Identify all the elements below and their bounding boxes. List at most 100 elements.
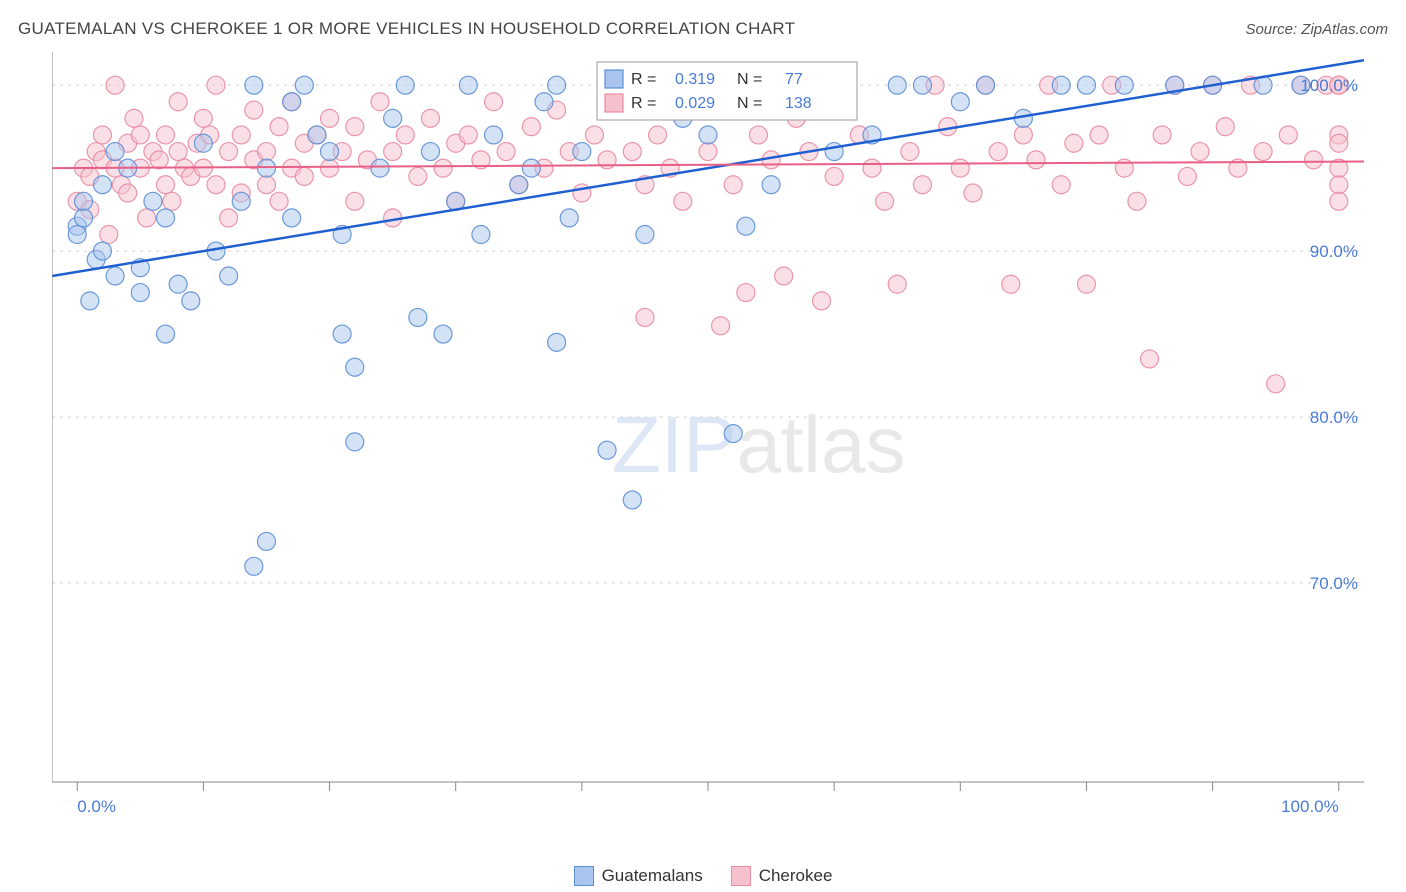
legend-stat-row: R = — [631, 95, 656, 112]
scatter-point — [194, 134, 212, 152]
scatter-point — [396, 76, 414, 94]
scatter-point — [1115, 76, 1133, 94]
scatter-point — [396, 126, 414, 144]
scatter-point — [257, 176, 275, 194]
scatter-point — [913, 176, 931, 194]
scatter-point — [125, 109, 143, 127]
scatter-point — [560, 209, 578, 227]
scatter-point — [169, 275, 187, 293]
scatter-point — [573, 143, 591, 161]
scatter-point — [384, 109, 402, 127]
scatter-point — [257, 143, 275, 161]
scatter-point — [674, 192, 692, 210]
scatter-point — [321, 159, 339, 177]
scatter-point — [548, 333, 566, 351]
scatter-point — [157, 325, 175, 343]
scatter-point — [1077, 76, 1095, 94]
scatter-point — [623, 491, 641, 509]
scatter-point — [636, 226, 654, 244]
scatter-point — [1267, 375, 1285, 393]
scatter-point — [119, 184, 137, 202]
scatter-point — [888, 76, 906, 94]
scatter-point — [485, 93, 503, 111]
scatter-point — [1153, 126, 1171, 144]
scatter-point — [1065, 134, 1083, 152]
scatter-point — [1052, 76, 1070, 94]
scatter-point — [194, 109, 212, 127]
legend-stat-row: R = — [631, 71, 656, 88]
scatter-point — [1002, 275, 1020, 293]
scatter-point — [182, 292, 200, 310]
y-tick-label: 100.0% — [1300, 76, 1358, 95]
scatter-point — [737, 284, 755, 302]
scatter-point — [522, 159, 540, 177]
scatter-point — [371, 159, 389, 177]
scatter-point — [585, 126, 603, 144]
scatter-point — [421, 143, 439, 161]
y-tick-label: 80.0% — [1310, 408, 1358, 427]
scatter-point — [371, 93, 389, 111]
scatter-point — [207, 176, 225, 194]
svg-text:77: 77 — [785, 71, 803, 88]
scatter-point — [1141, 350, 1159, 368]
scatter-point — [1216, 118, 1234, 136]
scatter-point — [1090, 126, 1108, 144]
scatter-point — [1254, 143, 1272, 161]
scatter-point — [459, 126, 477, 144]
scatter-point — [93, 176, 111, 194]
scatter-point — [150, 151, 168, 169]
scatter-point — [598, 441, 616, 459]
scatter-point — [737, 217, 755, 235]
x-tick-label: 0.0% — [77, 797, 116, 816]
scatter-point — [68, 226, 86, 244]
scatter-point — [825, 167, 843, 185]
scatter-point — [699, 126, 717, 144]
svg-text:138: 138 — [785, 95, 812, 112]
scatter-point — [220, 143, 238, 161]
scatter-point — [295, 76, 313, 94]
scatter-point — [913, 76, 931, 94]
chart-source: Source: ZipAtlas.com — [1245, 21, 1388, 38]
scatter-point — [295, 167, 313, 185]
legend-item: Guatemalans — [574, 866, 703, 886]
scatter-point — [762, 176, 780, 194]
scatter-point — [157, 176, 175, 194]
scatter-point — [409, 167, 427, 185]
scatter-point — [321, 109, 339, 127]
scatter-point — [220, 267, 238, 285]
scatter-point — [977, 76, 995, 94]
scatter-point — [169, 143, 187, 161]
x-tick-label: 100.0% — [1281, 797, 1339, 816]
scatter-point — [384, 143, 402, 161]
scatter-point — [106, 76, 124, 94]
scatter-point — [131, 126, 149, 144]
legend-swatch — [605, 94, 623, 112]
scatter-point — [106, 143, 124, 161]
scatter-point — [1330, 134, 1348, 152]
scatter-point — [901, 143, 919, 161]
scatter-point — [100, 226, 118, 244]
scatter-point — [623, 143, 641, 161]
scatter-point — [1191, 143, 1209, 161]
scatter-point — [169, 93, 187, 111]
scatter-point — [813, 292, 831, 310]
legend-item: Cherokee — [731, 866, 833, 886]
scatter-point — [1052, 176, 1070, 194]
scatter-point — [497, 143, 515, 161]
scatter-point — [649, 126, 667, 144]
legend-swatch — [574, 866, 594, 886]
scatter-point — [1330, 176, 1348, 194]
scatter-point — [749, 126, 767, 144]
scatter-point — [207, 76, 225, 94]
scatter-point — [863, 159, 881, 177]
scatter-point — [283, 93, 301, 111]
scatter-point — [699, 143, 717, 161]
scatter-point — [1027, 151, 1045, 169]
scatter-point — [548, 76, 566, 94]
svg-text:N =: N = — [737, 71, 762, 88]
scatter-point — [257, 159, 275, 177]
scatter-point — [724, 176, 742, 194]
scatter-point — [1014, 126, 1032, 144]
scatter-point — [270, 118, 288, 136]
scatter-point — [775, 267, 793, 285]
